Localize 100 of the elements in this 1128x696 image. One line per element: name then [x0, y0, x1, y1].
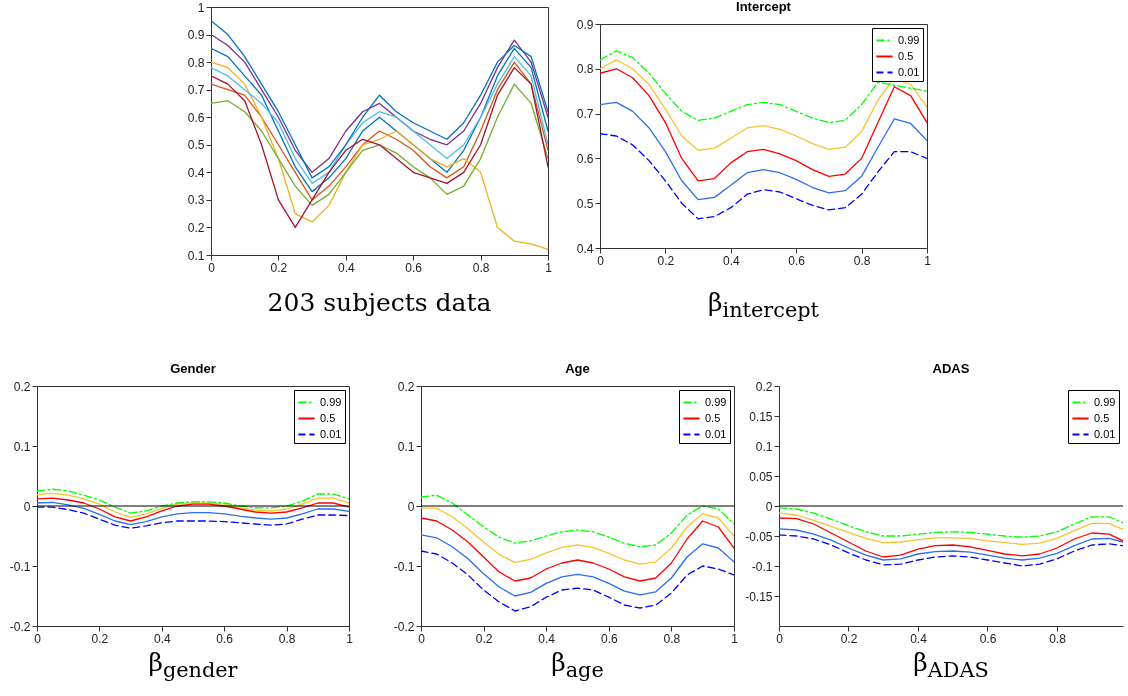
line-series [600, 68, 927, 182]
x-tick-label: 0.4 [337, 260, 355, 275]
legend-label: 0.01 [320, 427, 342, 440]
y-tick-label: 0.3 [187, 193, 205, 208]
x-axis-title: 203 subjects data [266, 288, 493, 317]
line-series [421, 517, 734, 582]
y-tick-label: 0.2 [397, 379, 415, 394]
y-tick-label: -0.05 [745, 529, 773, 544]
x-tick-label: 0.4 [722, 253, 740, 268]
legend-label: 0.99 [320, 395, 342, 408]
chart-title: Age [565, 361, 590, 376]
legend-label: 0.01 [705, 427, 727, 440]
x-tick-label: 0.6 [600, 631, 618, 646]
legend-label: 0.99 [1094, 395, 1116, 408]
line-series [37, 492, 349, 519]
y-tick-label: 0.1 [13, 439, 31, 454]
x-tick-label: 0.4 [538, 631, 556, 646]
legend-label: 0.5 [898, 49, 914, 62]
x-tick-label: 0.2 [270, 260, 288, 275]
legend-label: 0.5 [1094, 411, 1110, 424]
x-axis-title: β$_{intercept}$ [707, 288, 820, 322]
x-tick-label: 0 [418, 631, 426, 646]
x-axis-title: β$_{age}$ [550, 648, 605, 682]
line-series [779, 512, 1123, 546]
x-axis-title: β$_{gender}$ [147, 648, 239, 682]
x-tick-label: 0 [34, 631, 42, 646]
y-tick-label: 0.1 [187, 248, 205, 263]
chart-title: Gender [170, 361, 216, 376]
x-tick-label: 0 [776, 631, 784, 646]
line-series [421, 534, 734, 597]
x-tick-label: 1 [545, 260, 553, 275]
x-tick-label: 0.8 [663, 631, 681, 646]
chart-title: ADAS [932, 361, 970, 376]
y-tick-label: 0 [407, 499, 415, 514]
y-tick-label: 0.6 [576, 151, 594, 166]
x-tick-label: 1 [346, 631, 354, 646]
legend-label: 0.01 [898, 65, 920, 78]
line-series [421, 507, 734, 565]
y-tick-label: -0.2 [9, 619, 31, 634]
x-tick-label: 0.2 [91, 631, 109, 646]
x-tick-label: 0.6 [788, 253, 806, 268]
line-series [211, 83, 548, 207]
line-series [37, 488, 349, 514]
chart-title: Intercept [736, 0, 792, 14]
y-tick-label: 0 [765, 499, 773, 514]
line-series [779, 507, 1123, 538]
x-tick-label: 0.6 [979, 631, 997, 646]
x-tick-label: 0.8 [1049, 631, 1067, 646]
x-tick-label: 0.2 [475, 631, 493, 646]
x-axis-title: β$_{ADAS}$ [912, 648, 990, 682]
line-series [37, 506, 349, 529]
y-tick-label: 0.5 [576, 196, 594, 211]
line-series [600, 59, 927, 151]
y-tick-label: 0 [23, 499, 31, 514]
y-tick-label: 0.7 [576, 107, 594, 122]
legend-label: 0.99 [898, 33, 920, 46]
y-tick-label: 0.15 [749, 409, 773, 424]
y-tick-label: 0.1 [397, 439, 415, 454]
x-tick-label: 1 [731, 631, 739, 646]
legend-label: 0.99 [705, 395, 727, 408]
y-tick-label: 0.4 [187, 165, 205, 180]
line-series [779, 517, 1123, 558]
y-tick-label: 0.2 [187, 220, 205, 235]
line-series [779, 534, 1123, 567]
y-tick-label: 0.9 [576, 17, 594, 32]
line-series [779, 528, 1123, 561]
x-tick-label: 0.4 [910, 631, 928, 646]
legend-label: 0.5 [705, 411, 721, 424]
y-tick-label: 1 [197, 0, 205, 15]
y-tick-label: 0.8 [576, 62, 594, 77]
line-series [421, 494, 734, 548]
x-tick-label: 0.8 [278, 631, 296, 646]
y-tick-label: 0.5 [187, 138, 205, 153]
y-tick-label: 0.05 [749, 469, 773, 484]
legend-label: 0.01 [1094, 427, 1116, 440]
y-tick-label: 0.2 [755, 379, 773, 394]
x-tick-label: 1 [924, 253, 932, 268]
x-tick-label: 0.8 [853, 253, 871, 268]
y-tick-label: 0.4 [576, 241, 594, 256]
y-tick-label: 0.2 [13, 379, 31, 394]
y-tick-label: 0.1 [755, 439, 773, 454]
line-series [600, 133, 927, 220]
y-tick-label: -0.1 [751, 559, 773, 574]
legend-label: 0.5 [320, 411, 336, 424]
y-tick-label: 0.9 [187, 28, 205, 43]
y-tick-label: 0.8 [187, 55, 205, 70]
x-tick-label: 0 [208, 260, 216, 275]
line-series [421, 550, 734, 612]
y-tick-label: 0.7 [187, 83, 205, 98]
y-tick-label: 0.6 [187, 110, 205, 125]
x-tick-label: 0.8 [472, 260, 490, 275]
line-series [600, 101, 927, 201]
x-tick-label: 0.2 [657, 253, 675, 268]
y-tick-label: -0.1 [393, 559, 415, 574]
x-tick-label: 0.6 [216, 631, 234, 646]
y-tick-label: -0.1 [9, 559, 31, 574]
line-series [600, 50, 927, 124]
x-tick-label: 0.2 [840, 631, 858, 646]
y-tick-label: -0.2 [393, 619, 415, 634]
x-tick-label: 0.4 [153, 631, 171, 646]
